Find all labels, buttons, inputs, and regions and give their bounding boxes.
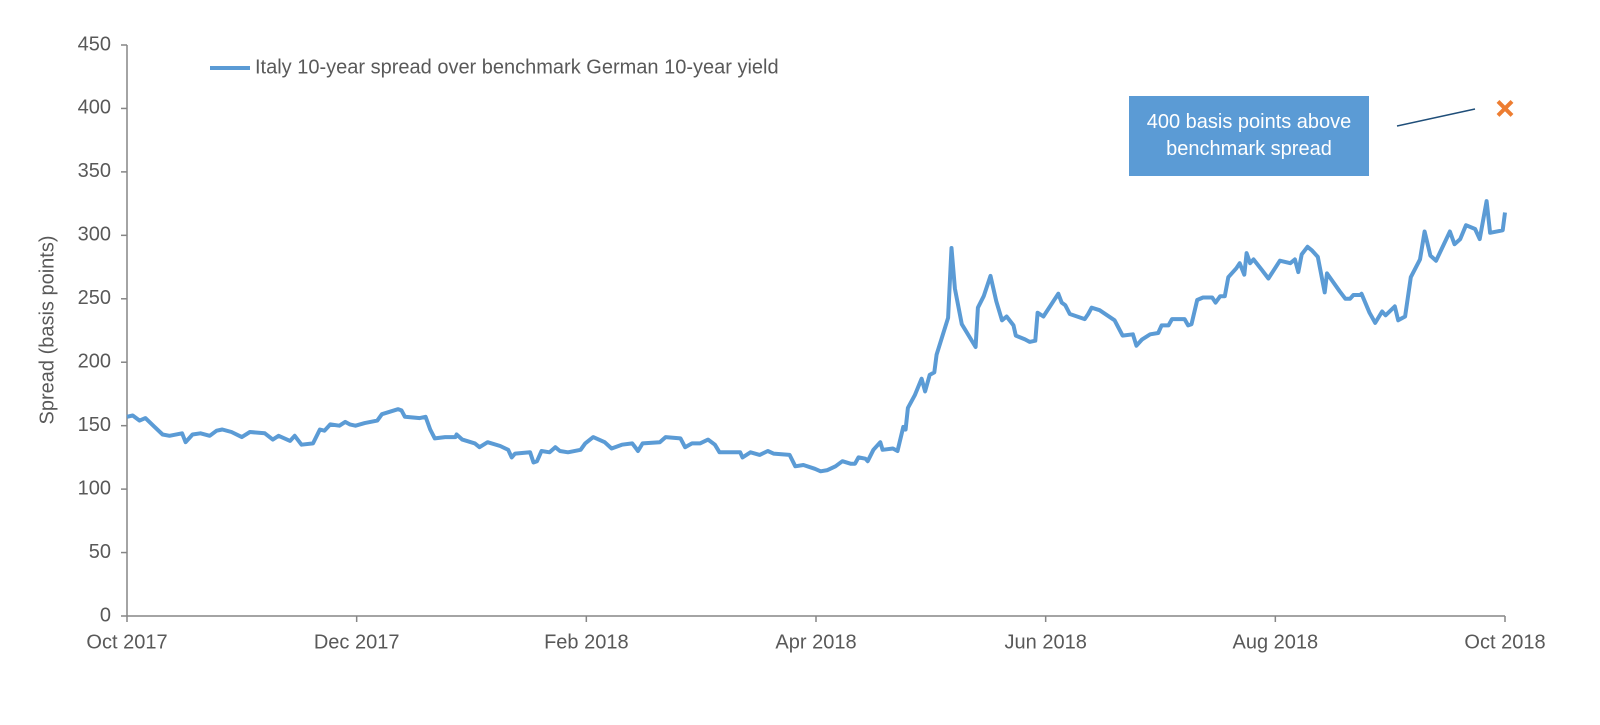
series-line bbox=[126, 199, 1507, 474]
y-tick-label: 100 bbox=[78, 477, 111, 499]
x-tick-label: Aug 2018 bbox=[1233, 631, 1319, 653]
annotation-leader bbox=[1396, 108, 1476, 127]
y-tick-label: 400 bbox=[78, 97, 111, 119]
y-tick-label: 150 bbox=[78, 414, 111, 436]
marker-stroke bbox=[1496, 100, 1514, 117]
x-tick-label: Feb 2018 bbox=[544, 631, 629, 653]
y-tick-label: 450 bbox=[78, 33, 111, 55]
x-tick-label: Apr 2018 bbox=[775, 631, 856, 653]
x-tick-label: Oct 2017 bbox=[86, 631, 167, 653]
y-tick-label: 50 bbox=[89, 541, 111, 563]
y-tick-label: 350 bbox=[78, 160, 111, 182]
annotation-text: 400 basis points above benchmark spread bbox=[1129, 96, 1369, 176]
annotation-marker bbox=[1496, 100, 1514, 117]
x-tick-label: Jun 2018 bbox=[1005, 631, 1087, 653]
y-tick-label: 250 bbox=[78, 287, 111, 309]
y-tick-label: 300 bbox=[78, 224, 111, 246]
annotation-box: 400 basis points above benchmark spread bbox=[1129, 96, 1369, 176]
y-tick-label: 0 bbox=[100, 604, 111, 626]
x-tick-label: Dec 2017 bbox=[314, 631, 400, 653]
x-tick-label: Oct 2018 bbox=[1464, 631, 1545, 653]
legend-label: Italy 10-year spread over benchmark Germ… bbox=[255, 56, 779, 78]
y-axis-label: Spread (basis points) bbox=[36, 236, 58, 425]
y-tick-label: 200 bbox=[78, 351, 111, 373]
